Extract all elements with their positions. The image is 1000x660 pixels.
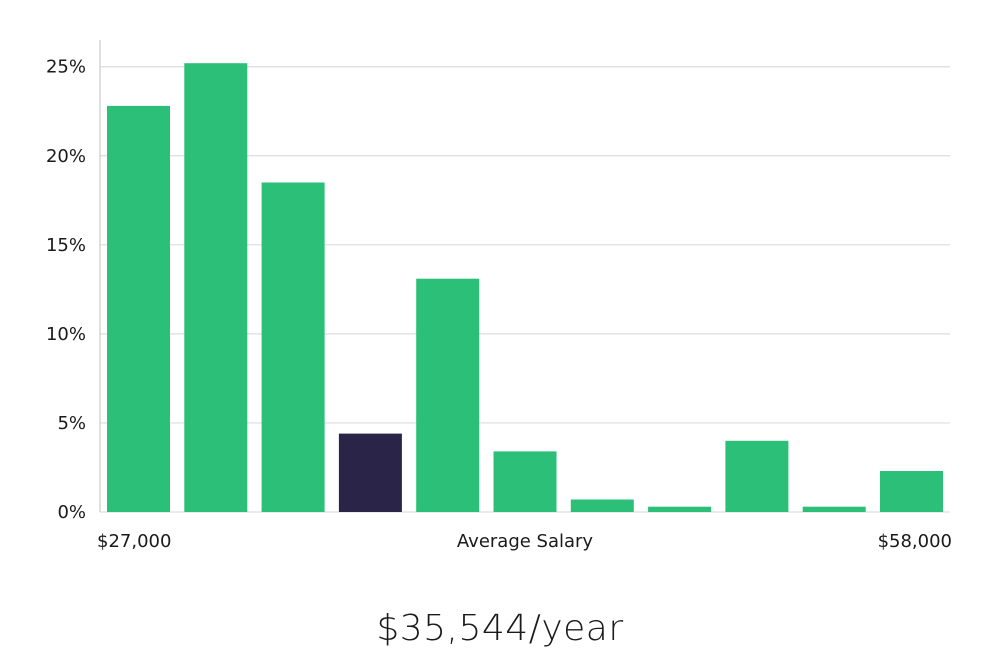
y-axis-ticks: 0% 5% 10% 15% 20% 25%	[46, 57, 86, 523]
average-salary-value: $35,544/year	[376, 608, 624, 649]
bars	[107, 63, 943, 513]
x-center-label: Average Salary	[457, 531, 594, 552]
y-tick-label: 5%	[57, 413, 86, 434]
x-end-label: $58,000	[878, 531, 952, 552]
bar	[725, 440, 789, 512]
y-tick-label: 15%	[46, 235, 86, 256]
bar	[648, 506, 712, 512]
bar	[802, 506, 866, 512]
y-tick-label: 20%	[46, 146, 86, 167]
bar	[880, 471, 943, 512]
bar	[184, 63, 248, 512]
y-tick-label: 25%	[46, 57, 86, 78]
salary-histogram: 0%5%10%15%20%25% $27,000 Average Salary …	[46, 40, 952, 552]
x-start-label: $27,000	[97, 531, 171, 552]
bar	[493, 451, 557, 512]
bar	[261, 182, 325, 512]
bar	[107, 105, 170, 513]
y-tick-label: 0%	[57, 502, 86, 523]
bar	[416, 278, 480, 512]
bar-highlighted	[338, 433, 402, 512]
bar	[570, 499, 634, 512]
y-tick-label: 10%	[46, 324, 86, 345]
